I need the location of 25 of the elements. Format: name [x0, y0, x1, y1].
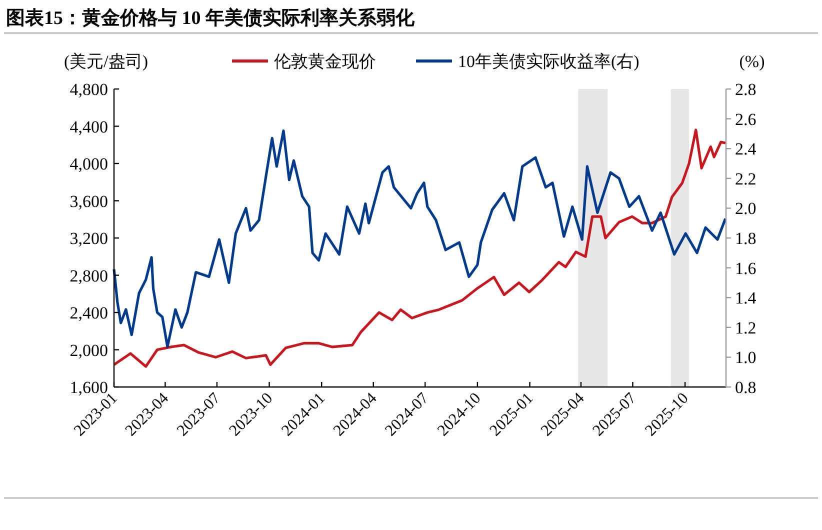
y2-tick-label: 1.6	[735, 258, 756, 278]
y2-tick-label: 1.8	[735, 229, 756, 248]
y-tick-label: 4,000	[70, 154, 108, 174]
y-tick-label: 2,400	[70, 304, 108, 322]
y2-tick-label: 0.8	[735, 378, 756, 397]
y2-tick-label: 1.2	[735, 318, 756, 338]
y-axis-title: (美元/盎司)	[64, 52, 148, 71]
y2-tick-label: 2.6	[735, 110, 756, 129]
legend-label: 伦敦黄金现价	[274, 52, 376, 71]
y2-tick-label: 1.0	[735, 348, 756, 368]
legend-label: 10年美债实际收益率(右)	[458, 52, 640, 71]
y2-axis-title: (%)	[739, 52, 765, 71]
y-tick-label: 3,600	[70, 192, 108, 211]
y-tick-label: 2,000	[70, 340, 108, 360]
y-tick-label: 4,400	[70, 117, 108, 136]
y-tick-label: 3,200	[70, 229, 108, 248]
y-tick-label: 2,800	[70, 266, 108, 286]
y2-tick-label: 1.4	[735, 288, 757, 308]
y-tick-label: 4,800	[70, 80, 108, 99]
chart-title: 图表15：黄金价格与 10 年美债实际利率关系弱化	[6, 7, 416, 29]
y2-tick-label: 2.8	[735, 80, 756, 99]
y-tick-label: 1,600	[70, 378, 108, 397]
y2-tick-label: 2.4	[735, 140, 757, 159]
y2-tick-label: 2.0	[735, 199, 756, 218]
y2-tick-label: 2.2	[735, 169, 756, 188]
